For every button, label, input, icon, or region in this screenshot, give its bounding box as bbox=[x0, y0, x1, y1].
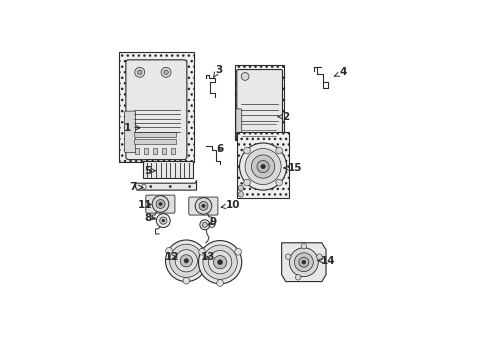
Circle shape bbox=[200, 220, 209, 230]
Text: 15: 15 bbox=[283, 163, 302, 173]
Circle shape bbox=[294, 253, 313, 271]
Bar bbox=[235, 66, 284, 140]
Circle shape bbox=[289, 248, 318, 276]
Circle shape bbox=[135, 67, 144, 77]
Circle shape bbox=[137, 70, 142, 75]
Circle shape bbox=[169, 244, 203, 278]
Circle shape bbox=[251, 155, 274, 178]
Circle shape bbox=[295, 275, 300, 280]
Circle shape bbox=[162, 219, 164, 222]
Circle shape bbox=[159, 202, 162, 206]
Circle shape bbox=[202, 204, 205, 208]
Text: 4: 4 bbox=[334, 67, 346, 77]
Circle shape bbox=[298, 257, 308, 267]
FancyBboxPatch shape bbox=[125, 60, 186, 159]
Circle shape bbox=[188, 185, 190, 188]
FancyBboxPatch shape bbox=[236, 69, 282, 139]
Text: 12: 12 bbox=[164, 252, 179, 262]
Text: 8: 8 bbox=[144, 213, 155, 223]
Circle shape bbox=[257, 161, 268, 173]
Circle shape bbox=[195, 198, 211, 214]
Circle shape bbox=[203, 245, 237, 279]
Text: 9: 9 bbox=[209, 217, 216, 227]
Text: 11: 11 bbox=[138, 199, 152, 210]
Circle shape bbox=[199, 248, 205, 255]
Text: 7: 7 bbox=[129, 183, 142, 192]
Circle shape bbox=[244, 149, 281, 185]
Bar bbox=[134, 139, 175, 144]
FancyBboxPatch shape bbox=[188, 197, 218, 215]
Circle shape bbox=[260, 164, 265, 169]
Text: 14: 14 bbox=[317, 256, 335, 266]
Polygon shape bbox=[135, 180, 196, 190]
Circle shape bbox=[238, 192, 243, 197]
Circle shape bbox=[180, 255, 192, 267]
FancyBboxPatch shape bbox=[235, 109, 241, 133]
Circle shape bbox=[183, 258, 188, 263]
Circle shape bbox=[301, 243, 306, 249]
Bar bbox=[134, 132, 175, 138]
Circle shape bbox=[234, 248, 241, 255]
Circle shape bbox=[301, 260, 305, 264]
Circle shape bbox=[199, 202, 207, 210]
Circle shape bbox=[152, 196, 168, 212]
Text: 3: 3 bbox=[213, 64, 222, 77]
Circle shape bbox=[275, 147, 282, 154]
Polygon shape bbox=[281, 243, 325, 282]
Circle shape bbox=[208, 251, 231, 274]
Bar bbox=[162, 148, 165, 154]
Circle shape bbox=[243, 179, 250, 186]
FancyBboxPatch shape bbox=[145, 195, 175, 213]
Circle shape bbox=[198, 240, 241, 284]
Bar bbox=[170, 148, 174, 154]
Circle shape bbox=[285, 254, 290, 260]
Circle shape bbox=[243, 147, 250, 154]
Circle shape bbox=[316, 254, 322, 260]
Circle shape bbox=[163, 70, 168, 75]
Circle shape bbox=[241, 73, 248, 80]
Circle shape bbox=[183, 278, 189, 284]
Circle shape bbox=[156, 199, 164, 208]
Circle shape bbox=[216, 280, 223, 286]
Circle shape bbox=[238, 185, 243, 191]
Text: 6: 6 bbox=[216, 144, 224, 153]
Circle shape bbox=[239, 143, 286, 190]
FancyBboxPatch shape bbox=[124, 111, 135, 153]
Text: 13: 13 bbox=[200, 252, 214, 262]
Text: 5: 5 bbox=[144, 166, 155, 176]
Bar bbox=[236, 132, 289, 198]
FancyBboxPatch shape bbox=[143, 161, 193, 179]
Circle shape bbox=[165, 240, 207, 282]
Bar bbox=[152, 148, 156, 154]
Circle shape bbox=[156, 214, 170, 228]
Text: 2: 2 bbox=[278, 112, 288, 122]
Circle shape bbox=[213, 256, 226, 269]
Bar bbox=[143, 148, 147, 154]
Circle shape bbox=[142, 185, 146, 189]
Circle shape bbox=[200, 247, 206, 254]
Circle shape bbox=[217, 260, 222, 265]
Circle shape bbox=[202, 222, 207, 227]
Bar bbox=[119, 51, 193, 162]
Circle shape bbox=[161, 67, 171, 77]
Circle shape bbox=[169, 185, 171, 188]
Circle shape bbox=[149, 185, 152, 188]
Circle shape bbox=[160, 217, 166, 224]
Circle shape bbox=[175, 250, 197, 272]
Text: 10: 10 bbox=[221, 201, 239, 210]
Text: 1: 1 bbox=[123, 123, 140, 133]
Circle shape bbox=[165, 247, 172, 254]
Circle shape bbox=[275, 179, 282, 186]
Bar bbox=[135, 148, 138, 154]
